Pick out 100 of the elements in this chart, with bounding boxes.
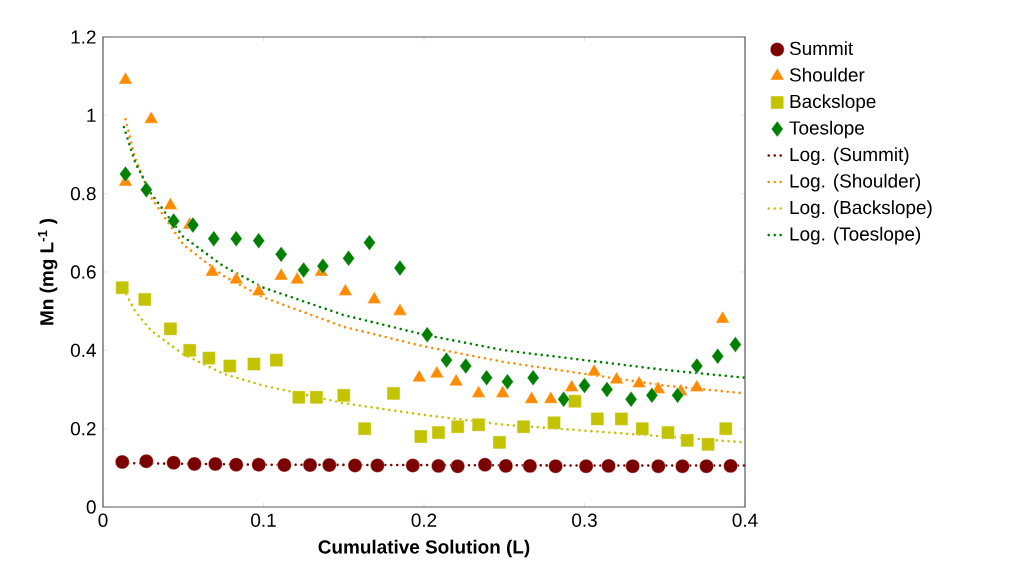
point xyxy=(370,458,385,473)
y-tick-label: 1 xyxy=(87,108,96,122)
point xyxy=(290,271,305,285)
legend-label: Log. (Summit) xyxy=(790,147,909,165)
point xyxy=(421,326,434,343)
point xyxy=(223,359,237,373)
point xyxy=(557,391,570,408)
y-tick-label: 0.6 xyxy=(70,265,96,279)
point xyxy=(309,390,324,405)
legend-label: Log. (Backslope) xyxy=(790,200,932,218)
legend-label: Log. (Toeslope) xyxy=(790,226,921,245)
point xyxy=(139,454,154,469)
point xyxy=(495,385,510,398)
point xyxy=(590,412,605,426)
point xyxy=(471,385,486,398)
point xyxy=(230,230,243,247)
point xyxy=(138,292,152,307)
point xyxy=(386,386,401,401)
point xyxy=(429,365,444,379)
point xyxy=(292,390,306,405)
legend-label: Backslope xyxy=(790,94,876,112)
point xyxy=(229,457,244,472)
point xyxy=(564,379,579,392)
point xyxy=(316,257,330,275)
point xyxy=(699,459,714,474)
point xyxy=(163,322,178,336)
point xyxy=(440,351,453,369)
y-tick-label: 0.2 xyxy=(70,421,96,436)
point xyxy=(675,459,690,474)
point xyxy=(208,456,223,472)
point xyxy=(277,457,292,473)
point xyxy=(689,379,704,392)
point xyxy=(274,267,289,281)
point xyxy=(548,459,563,474)
point xyxy=(187,456,202,472)
point xyxy=(269,353,284,367)
point xyxy=(118,71,133,85)
x-axis-title: Cumulative Solution (L) xyxy=(318,539,530,558)
point xyxy=(701,437,715,452)
point xyxy=(297,261,310,279)
point xyxy=(729,336,742,353)
point xyxy=(392,302,408,316)
point xyxy=(431,425,446,440)
point xyxy=(587,363,602,377)
point xyxy=(186,216,200,234)
point xyxy=(163,197,178,210)
point xyxy=(363,234,376,251)
point xyxy=(568,394,582,408)
legend-label: Log. (Shoulder) xyxy=(790,173,921,192)
point xyxy=(338,283,353,296)
point xyxy=(140,181,153,198)
point xyxy=(207,230,220,247)
point xyxy=(492,435,507,450)
legend-label: Toeslope xyxy=(789,120,864,139)
point xyxy=(578,377,591,394)
point xyxy=(367,291,382,304)
point xyxy=(274,246,288,263)
x-tick-label: 0.3 xyxy=(572,513,597,527)
point xyxy=(229,271,244,285)
point xyxy=(547,416,561,430)
point xyxy=(671,387,684,404)
point xyxy=(412,369,427,382)
y-tick-label: 0.4 xyxy=(70,343,96,358)
point xyxy=(711,348,724,365)
point xyxy=(167,212,180,230)
y-tick-label: 0 xyxy=(86,500,96,514)
point xyxy=(680,433,694,448)
point xyxy=(624,391,638,408)
point xyxy=(723,458,738,474)
point xyxy=(251,457,266,472)
point xyxy=(601,458,616,474)
point xyxy=(522,458,538,474)
point xyxy=(477,457,493,472)
point xyxy=(715,310,730,324)
point xyxy=(543,391,558,404)
point xyxy=(302,457,318,473)
point xyxy=(600,381,614,398)
point xyxy=(414,429,428,444)
point xyxy=(471,418,486,432)
x-tick-label: 0.2 xyxy=(411,513,437,527)
x-tick-label: 0.1 xyxy=(251,513,276,527)
point xyxy=(405,458,420,473)
point xyxy=(609,371,624,384)
y-tick-label: 0.8 xyxy=(70,186,96,201)
point xyxy=(498,458,514,474)
point xyxy=(449,373,464,386)
point xyxy=(524,391,539,404)
point xyxy=(526,369,540,386)
point xyxy=(115,280,129,295)
point xyxy=(480,369,493,386)
x-tick-label: 0.4 xyxy=(732,513,758,527)
point xyxy=(183,343,197,357)
x-tick-label: 0 xyxy=(98,513,108,527)
y-axis-title: Mn (mg L$^{-1}$ ) xyxy=(37,218,58,325)
point xyxy=(450,459,465,474)
legend-label: Shoulder xyxy=(789,67,865,82)
point xyxy=(115,454,130,470)
point xyxy=(690,357,704,375)
point xyxy=(431,458,446,474)
point xyxy=(144,111,159,124)
